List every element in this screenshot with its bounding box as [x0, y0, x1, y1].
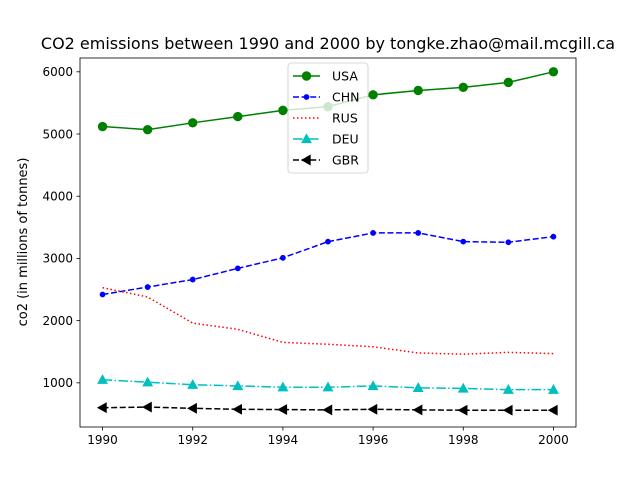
y-tick-label: 5000	[42, 127, 73, 141]
data-point-gbr	[457, 404, 468, 416]
data-point-deu	[97, 374, 108, 384]
data-point-chn	[550, 233, 557, 240]
data-point-usa	[188, 118, 198, 128]
data-point-deu	[142, 376, 154, 387]
legend-marker-gbr	[300, 154, 311, 166]
data-point-usa	[142, 124, 153, 135]
data-point-gbr	[187, 402, 197, 414]
x-tick-label: 2000	[538, 433, 569, 447]
legend-marker-usa	[301, 71, 312, 81]
data-point-deu	[277, 381, 289, 392]
axes-frame	[79, 57, 577, 428]
chart-title: CO2 emissions between 1990 and 2000 by t…	[41, 34, 615, 53]
data-point-gbr	[502, 404, 513, 416]
data-point-chn	[144, 284, 151, 290]
legend-marker-deu	[301, 133, 312, 144]
plot-area: 1990 1992 1994 1996 1998 2000 1000 2000 3000 4000…	[42, 57, 577, 447]
data-point-deu	[322, 381, 334, 392]
data-point-gbr	[547, 404, 558, 416]
x-tick-label: 1994	[268, 433, 299, 447]
legend-label-chn: CHN	[332, 90, 359, 105]
data-point-deu	[367, 380, 379, 391]
y-tick-label: 2000	[42, 314, 73, 328]
data-point-gbr	[322, 404, 333, 416]
y-axis-label: co2 (in millions of tonnes)	[16, 158, 31, 327]
y-tick-label: 1000	[42, 376, 73, 390]
legend-label-rus: RUS	[332, 111, 358, 126]
data-point-chn	[99, 291, 106, 298]
data-point-chn	[505, 239, 512, 246]
data-point-usa	[278, 105, 288, 116]
data-point-gbr	[142, 401, 152, 413]
x-tick-label: 1996	[358, 433, 389, 447]
x-tick-label: 1990	[87, 433, 118, 447]
data-point-chn	[460, 238, 467, 245]
legend-label-gbr: GBR	[332, 153, 359, 168]
x-tick-label: 1998	[448, 433, 479, 447]
data-point-usa	[548, 67, 559, 77]
data-point-deu	[548, 384, 559, 394]
data-point-usa	[503, 77, 514, 88]
data-point-gbr	[367, 403, 378, 415]
data-point-gbr	[232, 403, 242, 415]
data-point-gbr	[277, 404, 288, 416]
data-point-chn	[325, 238, 331, 245]
data-point-usa	[97, 121, 108, 132]
y-tick-label: 6000	[42, 65, 73, 79]
data-point-usa	[458, 82, 468, 93]
data-point-gbr	[96, 402, 107, 414]
legend: USA CHN RUS DEU GBR	[287, 62, 369, 174]
legend-label-deu: DEU	[332, 132, 359, 147]
data-point-gbr	[412, 404, 423, 416]
y-tick-label: 3000	[42, 252, 73, 266]
legend-label-usa: USA	[332, 69, 358, 84]
data-point-deu	[457, 382, 469, 393]
data-point-chn	[280, 254, 286, 261]
data-point-deu	[232, 380, 244, 391]
x-tick-label: 1992	[177, 433, 208, 447]
legend-box	[287, 62, 369, 174]
data-point-usa	[233, 111, 243, 122]
data-point-deu	[187, 379, 199, 389]
data-point-usa	[413, 85, 423, 96]
y-tick-label: 4000	[42, 190, 73, 204]
data-point-chn	[234, 265, 241, 272]
data-point-chn	[189, 276, 196, 283]
data-point-chn	[370, 230, 376, 236]
series-line-rus	[102, 286, 554, 355]
data-point-deu	[412, 382, 424, 392]
data-point-deu	[502, 384, 514, 394]
legend-marker-chn	[303, 94, 310, 100]
data-point-usa	[368, 90, 378, 100]
data-point-chn	[415, 230, 422, 236]
series-line-chn	[102, 232, 554, 296]
